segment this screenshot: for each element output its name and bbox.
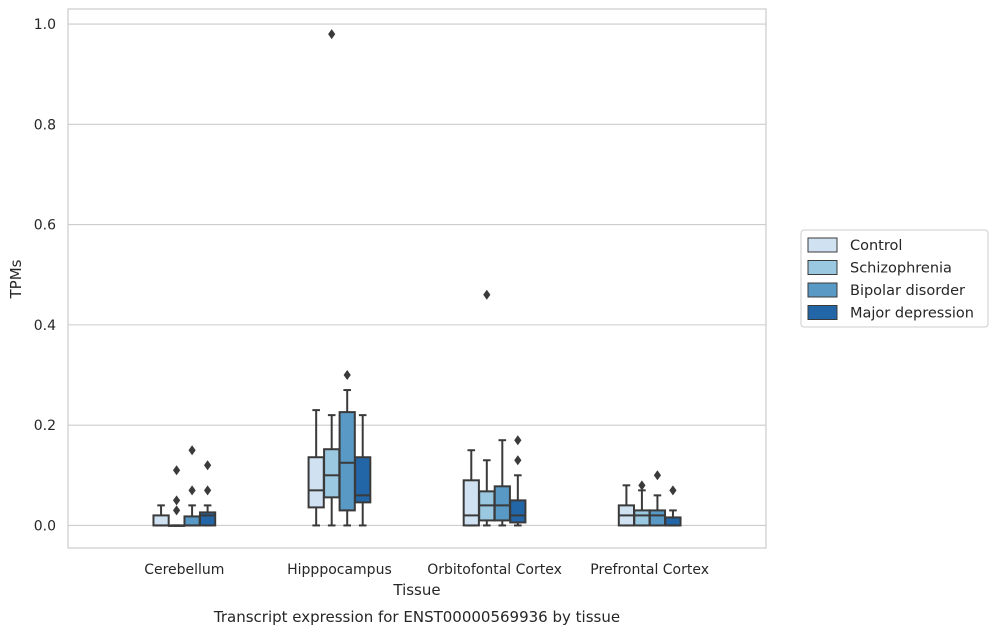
x-axis-ticks: Cerebellum Hipppocampus Orbitofontal Corte… xyxy=(144,562,709,578)
x-tick-label: Prefrontal Cortex xyxy=(590,562,709,578)
iqr-box xyxy=(338,411,356,512)
iqr-box xyxy=(198,511,217,527)
outlier-point xyxy=(172,505,181,516)
outlier-point xyxy=(328,29,336,40)
legend-swatch xyxy=(807,237,838,253)
plot-area xyxy=(67,8,767,549)
legend-label: Schizophrenia xyxy=(850,261,952,277)
outlier-point xyxy=(343,370,351,381)
iqr-box xyxy=(664,516,682,527)
y-tick-label: 1.0 xyxy=(34,17,56,33)
box-control xyxy=(617,484,636,527)
x-tick-label: Hipppocampus xyxy=(287,562,392,578)
outlier-point xyxy=(188,445,196,456)
outlier-point xyxy=(172,495,181,506)
box-control xyxy=(152,504,170,527)
y-tick-label: 0.6 xyxy=(34,218,56,234)
iqr-box xyxy=(323,448,341,499)
outlier-point xyxy=(638,480,646,491)
box-major-depression xyxy=(509,435,527,527)
iqr-box xyxy=(354,456,372,504)
legend-frame xyxy=(800,229,989,328)
outlier-point xyxy=(204,485,212,496)
x-axis-label: Tissue xyxy=(392,581,440,599)
outlier-point xyxy=(172,465,181,476)
box-schizophrenia xyxy=(633,480,651,527)
legend-swatch xyxy=(807,305,838,320)
y-tick-label: 0.0 xyxy=(34,518,56,534)
outlier-point xyxy=(514,455,522,466)
box-schizophrenia xyxy=(478,289,496,527)
boxes xyxy=(152,29,682,527)
outlier-point xyxy=(204,460,212,471)
iqr-box xyxy=(307,456,325,509)
box-major-depression xyxy=(198,460,217,527)
chart-title: Transcript expression for ENST0000056993… xyxy=(213,608,620,626)
iqr-box xyxy=(462,479,480,527)
legend-label: Control xyxy=(850,238,902,254)
outlier-point xyxy=(483,289,491,300)
iqr-box xyxy=(633,509,651,527)
y-axis-ticks: 0.0 0.2 0.4 0.6 0.8 1.0 xyxy=(34,17,56,534)
box-major-depression xyxy=(354,414,372,527)
y-tick-label: 0.4 xyxy=(34,318,56,334)
box-control xyxy=(307,409,325,527)
iqr-box xyxy=(152,514,170,527)
legend-label: Major depression xyxy=(850,306,974,322)
iqr-box xyxy=(493,485,511,522)
legend-swatch xyxy=(807,282,838,298)
box-major-depression xyxy=(664,485,682,527)
outlier-point xyxy=(188,485,196,496)
legend-label: Bipolar disorder xyxy=(850,283,965,299)
iqr-box xyxy=(509,499,527,524)
outlier-point xyxy=(514,435,522,446)
iqr-box xyxy=(648,509,667,527)
legend: Control Schizophrenia Bipolar disorder Majo… xyxy=(800,229,989,328)
legend-swatch xyxy=(807,260,838,275)
y-tick-label: 0.8 xyxy=(34,117,56,133)
outlier-point xyxy=(653,470,662,481)
outlier-point xyxy=(669,485,677,496)
y-axis-label: TPMs xyxy=(7,259,25,299)
x-tick-label: Orbitofontal Cortex xyxy=(427,562,562,578)
x-tick-label: Cerebellum xyxy=(144,562,224,578)
y-tick-label: 0.2 xyxy=(34,418,56,434)
iqr-box xyxy=(183,515,201,527)
